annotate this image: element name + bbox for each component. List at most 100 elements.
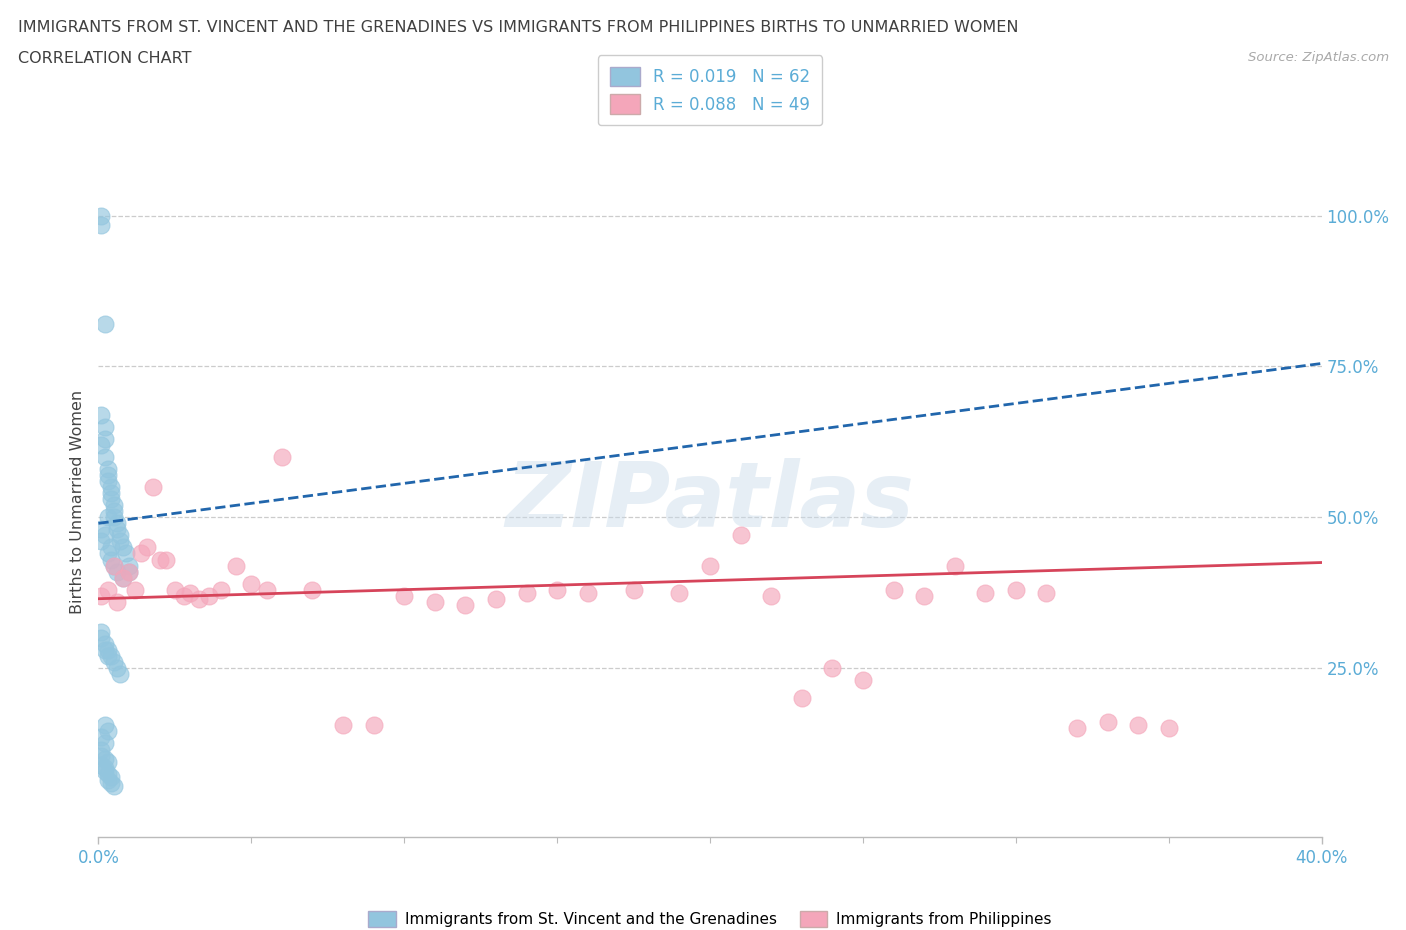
Point: [93, 636, 115, 651]
Point: [454, 597, 477, 612]
Point: [883, 582, 905, 597]
Text: IMMIGRANTS FROM ST. VINCENT AND THE GRENADINES VS IMMIGRANTS FROM PHILIPPINES BI: IMMIGRANTS FROM ST. VINCENT AND THE GREN…: [18, 20, 1019, 35]
Point: [97, 772, 120, 787]
Point: [118, 558, 141, 573]
Point: [759, 589, 782, 604]
Point: [103, 504, 125, 519]
Point: [821, 660, 844, 675]
Legend: Immigrants from St. Vincent and the Grenadines, Immigrants from Philippines: Immigrants from St. Vincent and the Gren…: [361, 905, 1059, 930]
Point: [90, 757, 112, 772]
Point: [93, 419, 115, 434]
Point: [1004, 582, 1026, 597]
Point: [105, 565, 128, 579]
Point: [97, 766, 120, 781]
Point: [90, 624, 112, 639]
Point: [155, 552, 177, 567]
Point: [1066, 721, 1088, 736]
Point: [546, 582, 568, 597]
Point: [103, 558, 125, 573]
Y-axis label: Births to Unmarried Women: Births to Unmarried Women: [69, 391, 84, 614]
Point: [93, 718, 115, 733]
Point: [790, 691, 813, 706]
Point: [97, 643, 120, 658]
Point: [103, 655, 125, 670]
Point: [108, 667, 131, 682]
Point: [93, 317, 115, 332]
Point: [97, 510, 120, 525]
Point: [1097, 715, 1119, 730]
Text: CORRELATION CHART: CORRELATION CHART: [18, 51, 191, 66]
Point: [90, 742, 112, 757]
Point: [111, 570, 134, 585]
Point: [93, 528, 115, 543]
Point: [105, 594, 128, 609]
Point: [943, 558, 966, 573]
Point: [392, 589, 416, 604]
Point: [100, 552, 122, 567]
Point: [90, 522, 112, 537]
Point: [1035, 585, 1057, 600]
Point: [124, 582, 146, 597]
Point: [163, 582, 186, 597]
Point: [136, 540, 159, 555]
Point: [97, 473, 120, 488]
Point: [90, 218, 112, 232]
Point: [97, 648, 120, 663]
Point: [93, 432, 115, 446]
Point: [852, 672, 875, 687]
Point: [93, 643, 115, 658]
Point: [100, 776, 122, 790]
Point: [423, 594, 446, 609]
Point: [90, 534, 112, 549]
Point: [93, 736, 115, 751]
Point: [97, 582, 120, 597]
Point: [730, 528, 752, 543]
Point: [225, 558, 247, 573]
Point: [100, 769, 122, 784]
Point: [149, 552, 172, 567]
Point: [90, 748, 112, 763]
Point: [108, 534, 131, 549]
Point: [699, 558, 721, 573]
Point: [100, 540, 122, 555]
Point: [97, 468, 120, 483]
Point: [93, 751, 115, 766]
Point: [270, 449, 292, 464]
Point: [93, 449, 115, 464]
Point: [90, 631, 112, 645]
Point: [974, 585, 997, 600]
Point: [111, 540, 134, 555]
Point: [118, 565, 141, 579]
Point: [90, 407, 112, 422]
Point: [209, 582, 232, 597]
Point: [97, 461, 120, 476]
Point: [179, 585, 201, 600]
Point: [912, 589, 935, 604]
Point: [332, 718, 354, 733]
Point: [105, 522, 128, 537]
Point: [1157, 721, 1180, 736]
Point: [301, 582, 323, 597]
Point: [90, 730, 112, 745]
Point: [100, 480, 122, 495]
Text: ZIPatlas: ZIPatlas: [506, 458, 914, 546]
Point: [129, 546, 152, 561]
Point: [90, 589, 112, 604]
Point: [103, 778, 125, 793]
Point: [173, 589, 195, 604]
Point: [105, 516, 128, 531]
Point: [108, 528, 131, 543]
Point: [100, 492, 122, 507]
Point: [97, 724, 120, 738]
Point: [256, 582, 278, 597]
Point: [668, 585, 690, 600]
Point: [623, 582, 645, 597]
Point: [100, 648, 122, 663]
Point: [105, 660, 128, 675]
Point: [188, 591, 211, 606]
Point: [118, 565, 141, 579]
Point: [111, 570, 134, 585]
Point: [485, 591, 508, 606]
Point: [1128, 718, 1150, 733]
Point: [240, 577, 263, 591]
